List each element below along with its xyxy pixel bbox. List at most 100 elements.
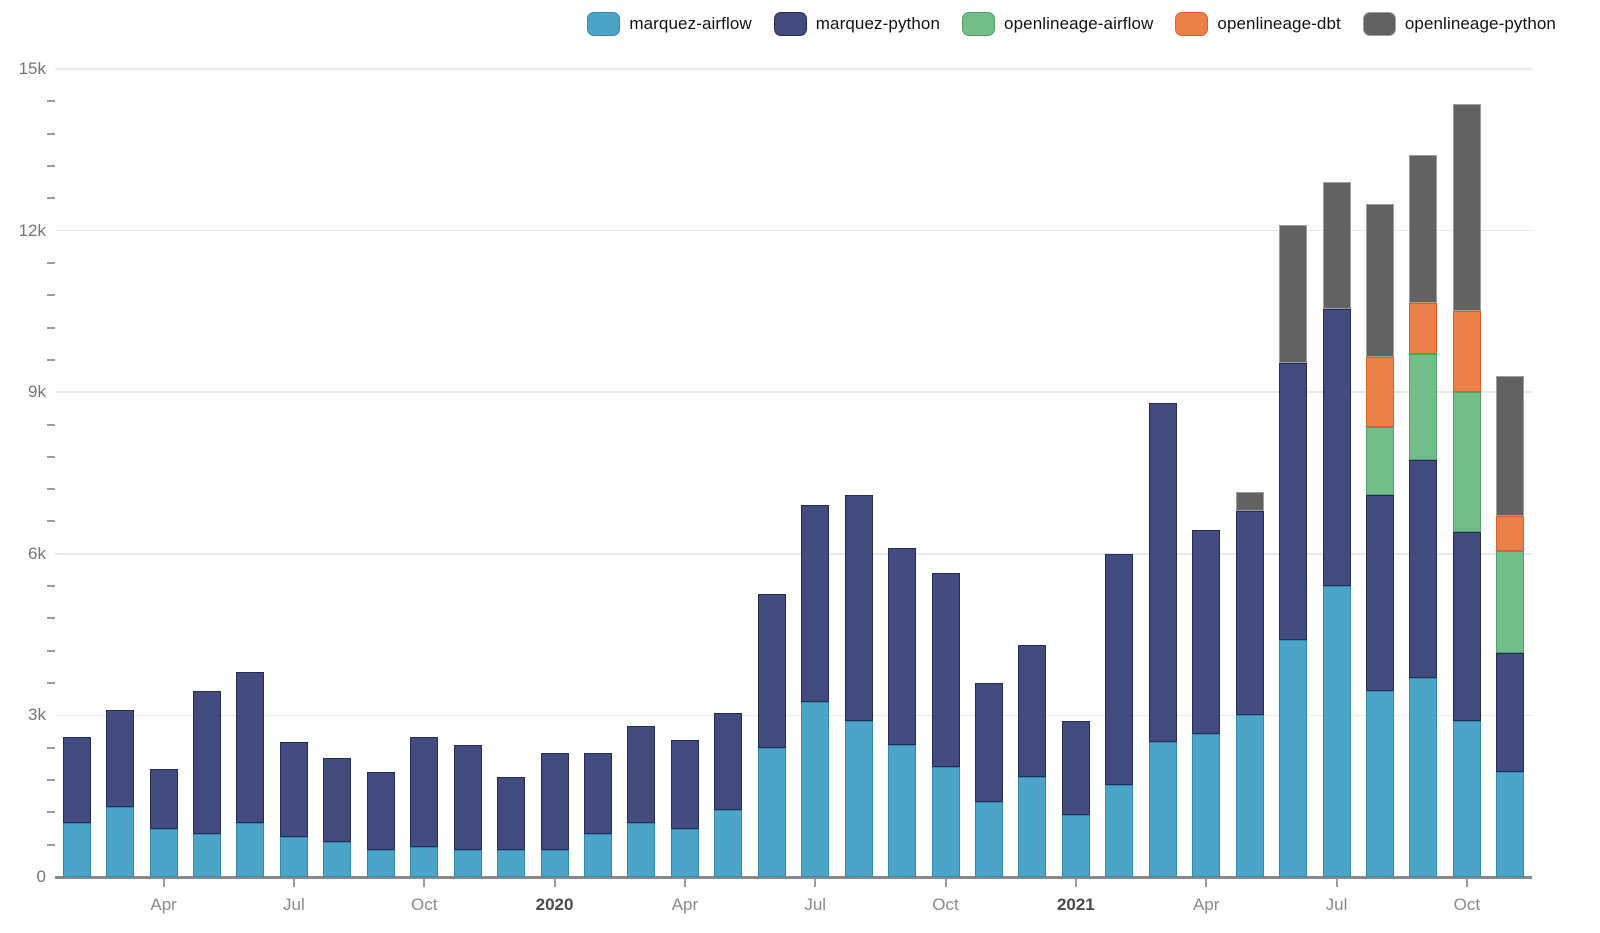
legend-item-label: openlineage-airflow — [1004, 14, 1154, 33]
bar-segment-openlineage-airflow-Nov-2021[interactable] — [1496, 551, 1525, 654]
bar-segment-marquez-airflow-Apr-2021[interactable] — [1192, 734, 1221, 877]
bar-segment-openlineage-airflow-Sep-2021[interactable] — [1409, 354, 1438, 460]
bar-segment-marquez-python-Sep-2020[interactable] — [888, 548, 917, 746]
bar-segment-marquez-python-Oct-2019[interactable] — [410, 736, 439, 848]
bar-segment-marquez-airflow-Jul-2019[interactable] — [279, 836, 308, 877]
bar-segment-marquez-airflow-Jan-2021[interactable] — [1061, 815, 1090, 877]
bar-segment-marquez-python-Jun-2019[interactable] — [236, 672, 265, 824]
bar-segment-openlineage-dbt-Sep-2021[interactable] — [1409, 303, 1438, 355]
y-gridline-12k — [55, 229, 1532, 232]
bar-segment-marquez-airflow-Jul-2021[interactable] — [1322, 586, 1351, 877]
bar-segment-openlineage-dbt-Aug-2021[interactable] — [1365, 357, 1394, 428]
bar-segment-marquez-airflow-Aug-2021[interactable] — [1365, 691, 1394, 877]
bar-segment-marquez-airflow-Oct-2021[interactable] — [1452, 720, 1481, 877]
bar-segment-marquez-airflow-Feb-2020[interactable] — [584, 833, 612, 877]
bar-segment-marquez-airflow-Apr-2020[interactable] — [670, 828, 699, 877]
bar-segment-marquez-airflow-Nov-2019[interactable] — [453, 850, 482, 877]
bar-segment-marquez-python-Apr-2021[interactable] — [1192, 529, 1221, 735]
bar-segment-marquez-python-Apr-2019[interactable] — [149, 769, 178, 829]
bar-segment-marquez-python-Jul-2019[interactable] — [279, 742, 308, 837]
legend-item-marquez-airflow[interactable]: marquez-airflow — [587, 12, 752, 36]
bar-segment-marquez-python-Aug-2021[interactable] — [1365, 494, 1394, 692]
bar-segment-marquez-python-May-2020[interactable] — [714, 712, 743, 810]
x-axis-line — [55, 876, 1532, 879]
bar-segment-openlineage-python-May-2021[interactable] — [1235, 491, 1264, 511]
bar-segment-openlineage-python-Aug-2021[interactable] — [1365, 203, 1394, 358]
bar-segment-marquez-python-Oct-2021[interactable] — [1452, 532, 1481, 721]
bar-segment-openlineage-python-Nov-2021[interactable] — [1496, 376, 1525, 517]
bar-segment-marquez-airflow-Sep-2021[interactable] — [1409, 677, 1438, 877]
bar-segment-marquez-airflow-Feb-2019[interactable] — [62, 823, 91, 877]
y-minor-tick — [47, 520, 55, 523]
bar-segment-marquez-airflow-Jun-2019[interactable] — [236, 823, 265, 877]
y-minor-tick — [47, 617, 55, 620]
bar-segment-openlineage-python-Jun-2021[interactable] — [1279, 225, 1308, 363]
y-axis-label: 9k — [28, 382, 46, 402]
bar-segment-marquez-python-Oct-2020[interactable] — [931, 572, 960, 767]
bar-segment-openlineage-dbt-Nov-2021[interactable] — [1496, 516, 1525, 552]
bar-segment-marquez-airflow-Oct-2019[interactable] — [410, 847, 439, 877]
bar-segment-marquez-python-Jun-2020[interactable] — [757, 594, 786, 748]
bar-segment-marquez-airflow-Nov-2020[interactable] — [974, 801, 1003, 877]
bar-segment-marquez-python-Feb-2020[interactable] — [584, 753, 612, 834]
bar-segment-marquez-python-Nov-2020[interactable] — [974, 683, 1003, 802]
bar-segment-marquez-airflow-May-2019[interactable] — [193, 833, 222, 877]
bar-segment-marquez-airflow-Mar-2021[interactable] — [1148, 742, 1177, 877]
bar-segment-openlineage-python-Jul-2021[interactable] — [1322, 182, 1351, 309]
x-axis-tick — [683, 879, 686, 887]
bar-segment-marquez-airflow-Mar-2019[interactable] — [106, 806, 135, 877]
y-gridline-9k — [55, 391, 1532, 393]
bar-segment-marquez-python-May-2019[interactable] — [193, 691, 222, 834]
bar-segment-marquez-python-May-2021[interactable] — [1235, 510, 1264, 716]
bar-segment-marquez-airflow-Oct-2020[interactable] — [931, 766, 960, 877]
bar-segment-marquez-airflow-Nov-2021[interactable] — [1496, 771, 1525, 877]
bar-segment-marquez-python-Aug-2020[interactable] — [844, 494, 873, 721]
bar-segment-marquez-python-Jul-2020[interactable] — [801, 505, 830, 702]
bar-segment-marquez-airflow-Jun-2020[interactable] — [757, 747, 786, 877]
bar-segment-marquez-python-Feb-2019[interactable] — [62, 736, 91, 824]
legend-item-label: marquez-python — [815, 14, 941, 33]
bar-segment-marquez-airflow-Sep-2020[interactable] — [888, 745, 917, 877]
bar-segment-marquez-python-Jan-2020[interactable] — [540, 753, 569, 851]
bar-segment-openlineage-airflow-Aug-2021[interactable] — [1365, 427, 1394, 495]
bar-segment-marquez-python-Nov-2021[interactable] — [1496, 653, 1525, 772]
bar-segment-marquez-python-Dec-2020[interactable] — [1018, 645, 1047, 778]
bar-segment-marquez-python-Nov-2019[interactable] — [453, 745, 482, 851]
bar-segment-marquez-python-Apr-2020[interactable] — [670, 739, 699, 829]
bar-segment-marquez-airflow-Apr-2019[interactable] — [149, 828, 178, 877]
x-axis-label: Jul — [804, 895, 827, 914]
legend-item-openlineage-airflow[interactable]: openlineage-airflow — [962, 12, 1153, 36]
bar-segment-marquez-airflow-May-2021[interactable] — [1235, 715, 1264, 877]
bar-segment-marquez-airflow-Dec-2020[interactable] — [1018, 777, 1047, 877]
bar-segment-marquez-python-Mar-2021[interactable] — [1148, 402, 1177, 743]
bar-segment-marquez-airflow-May-2020[interactable] — [714, 809, 743, 877]
bar-segment-marquez-python-Mar-2019[interactable] — [106, 710, 135, 807]
bar-segment-marquez-airflow-Jul-2020[interactable] — [801, 701, 830, 877]
bar-segment-marquez-airflow-Dec-2019[interactable] — [497, 850, 526, 877]
bar-segment-marquez-airflow-Aug-2019[interactable] — [323, 841, 352, 877]
bar-segment-marquez-airflow-Aug-2020[interactable] — [844, 720, 873, 877]
bar-segment-marquez-python-Sep-2021[interactable] — [1409, 459, 1438, 678]
bar-segment-marquez-python-Jan-2021[interactable] — [1061, 720, 1090, 816]
bar-segment-openlineage-python-Sep-2021[interactable] — [1409, 155, 1438, 304]
bar-segment-marquez-airflow-Jan-2020[interactable] — [540, 850, 569, 877]
bar-segment-marquez-python-Mar-2020[interactable] — [627, 726, 656, 824]
bar-segment-marquez-airflow-Mar-2020[interactable] — [627, 823, 656, 877]
bar-segment-marquez-python-Sep-2019[interactable] — [366, 771, 395, 851]
bar-segment-marquez-python-Feb-2021[interactable] — [1105, 553, 1134, 786]
bar-segment-openlineage-airflow-Oct-2021[interactable] — [1452, 392, 1481, 533]
bar-segment-marquez-airflow-Sep-2019[interactable] — [366, 850, 395, 877]
bar-segment-marquez-python-Jul-2021[interactable] — [1322, 308, 1351, 587]
legend-item-openlineage-python[interactable]: openlineage-python — [1362, 12, 1556, 36]
bar-segment-marquez-airflow-Feb-2021[interactable] — [1105, 785, 1134, 877]
bar-segment-openlineage-python-Oct-2021[interactable] — [1452, 104, 1481, 312]
x-axis-tick — [814, 879, 817, 887]
y-minor-tick — [47, 358, 55, 361]
legend-item-openlineage-dbt[interactable]: openlineage-dbt — [1175, 12, 1341, 36]
bar-segment-marquez-python-Aug-2019[interactable] — [323, 758, 352, 842]
bar-segment-marquez-python-Dec-2019[interactable] — [497, 777, 526, 851]
bar-segment-marquez-airflow-Jun-2021[interactable] — [1279, 639, 1308, 877]
bar-segment-openlineage-dbt-Oct-2021[interactable] — [1452, 311, 1481, 393]
legend-item-marquez-python[interactable]: marquez-python — [773, 12, 941, 36]
bar-segment-marquez-python-Jun-2021[interactable] — [1279, 362, 1308, 640]
